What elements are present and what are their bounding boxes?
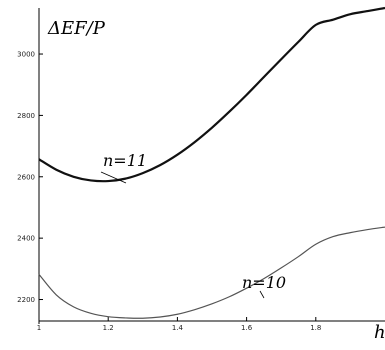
series-label-n11: n=11 bbox=[103, 151, 147, 170]
x-tick-label: 1.4 bbox=[172, 324, 184, 332]
x-tick-label: 1.6 bbox=[241, 324, 253, 332]
x-tick-label: 1.2 bbox=[103, 324, 114, 332]
series-layer bbox=[38, 6, 385, 319]
annotations: ΔEF/P h n=11 n=10 bbox=[47, 18, 385, 343]
x-tick-label: 1.8 bbox=[310, 324, 321, 332]
y-tick-label: 3000 bbox=[17, 51, 35, 59]
x-tick-label: 1 bbox=[37, 324, 41, 332]
callout-n10 bbox=[259, 290, 265, 299]
x-axis-label: h bbox=[374, 322, 385, 343]
y-tick-label: 2400 bbox=[17, 235, 35, 243]
y-tick-label: 2600 bbox=[17, 173, 35, 181]
y-axis-label: ΔEF/P bbox=[47, 18, 106, 39]
axes: 2200 2400 2600 2800 3000 1 1.2 1.4 1.6 1.8 bbox=[17, 8, 385, 332]
y-tick-label: 2200 bbox=[17, 296, 35, 304]
y-tick-label: 2800 bbox=[17, 112, 35, 120]
series-label-n10: n=10 bbox=[242, 273, 286, 292]
series-line-n10 bbox=[38, 226, 385, 319]
series-line-n11 bbox=[38, 6, 385, 183]
callout-n11 bbox=[100, 171, 127, 184]
